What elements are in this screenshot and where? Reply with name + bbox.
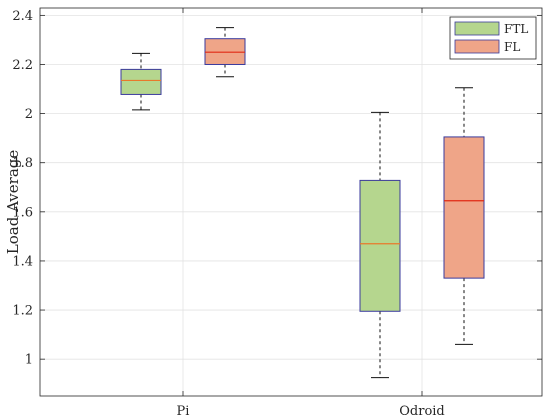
- y-tick-label: 1.8: [12, 156, 33, 171]
- box-ftl-odroid: [359, 111, 401, 379]
- y-tick-label: 1.6: [12, 205, 33, 220]
- box-fl-pi: [204, 27, 246, 78]
- axis-ticks: 1 1.2 1.4 1.6 1.8 2 2.2 2.4 Pi Odroid: [12, 8, 542, 419]
- y-tick-label: 1.2: [12, 304, 33, 319]
- y-tick-label: 2: [25, 107, 33, 122]
- legend-label-fl: FL: [504, 40, 520, 54]
- x-tick-label: Odroid: [399, 404, 445, 419]
- box-body: [120, 68, 162, 95]
- legend: FTL FL: [449, 16, 537, 60]
- grid-lines: [40, 8, 542, 396]
- x-tick-label: Pi: [177, 404, 190, 419]
- plot-frame: [39, 7, 543, 397]
- box-body: [359, 179, 401, 312]
- y-tick-label: 1.4: [12, 254, 33, 269]
- box-body: [443, 136, 485, 279]
- box-body: [204, 38, 246, 65]
- boxes: [120, 27, 485, 379]
- legend-label-ftl: FTL: [504, 22, 528, 36]
- y-tick-label: 2.4: [12, 9, 33, 24]
- y-tick-label: 1: [25, 353, 33, 368]
- y-axis-label: Load Average: [4, 150, 22, 255]
- y-tick-label: 2.2: [12, 58, 33, 73]
- legend-swatch-ftl: [454, 21, 500, 36]
- box-fl-odroid: [443, 87, 485, 345]
- box-ftl-pi: [120, 52, 162, 111]
- legend-swatch-fl: [454, 39, 500, 54]
